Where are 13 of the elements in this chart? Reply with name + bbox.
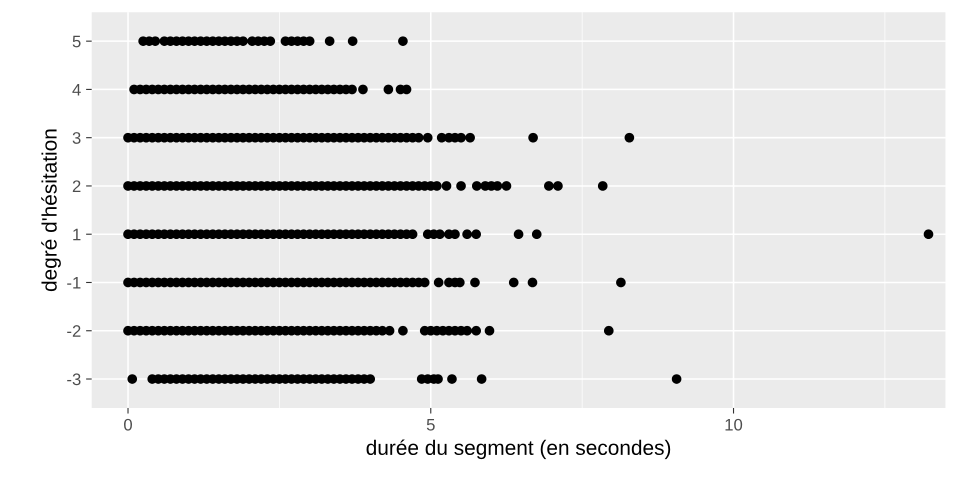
x-tick-label: 5 [426, 418, 435, 431]
y-tick-label: -2 [67, 325, 80, 337]
y-tick-label: -1 [67, 277, 80, 289]
y-tick-label: 5 [72, 36, 81, 48]
y-tick-label: 2 [72, 180, 80, 192]
y-tick-label: -3 [67, 373, 81, 386]
x-tick-label: 10 [726, 418, 742, 431]
y-tick-label: 4 [72, 84, 81, 96]
y-tick-label: 1 [73, 228, 80, 240]
x-axis-title: durée du segment (en secondes) [366, 439, 670, 460]
x-tick-label: 0 [124, 418, 132, 431]
y-tick-label: 3 [72, 132, 81, 144]
y-axis-title: degré d'hésitation [41, 130, 61, 292]
